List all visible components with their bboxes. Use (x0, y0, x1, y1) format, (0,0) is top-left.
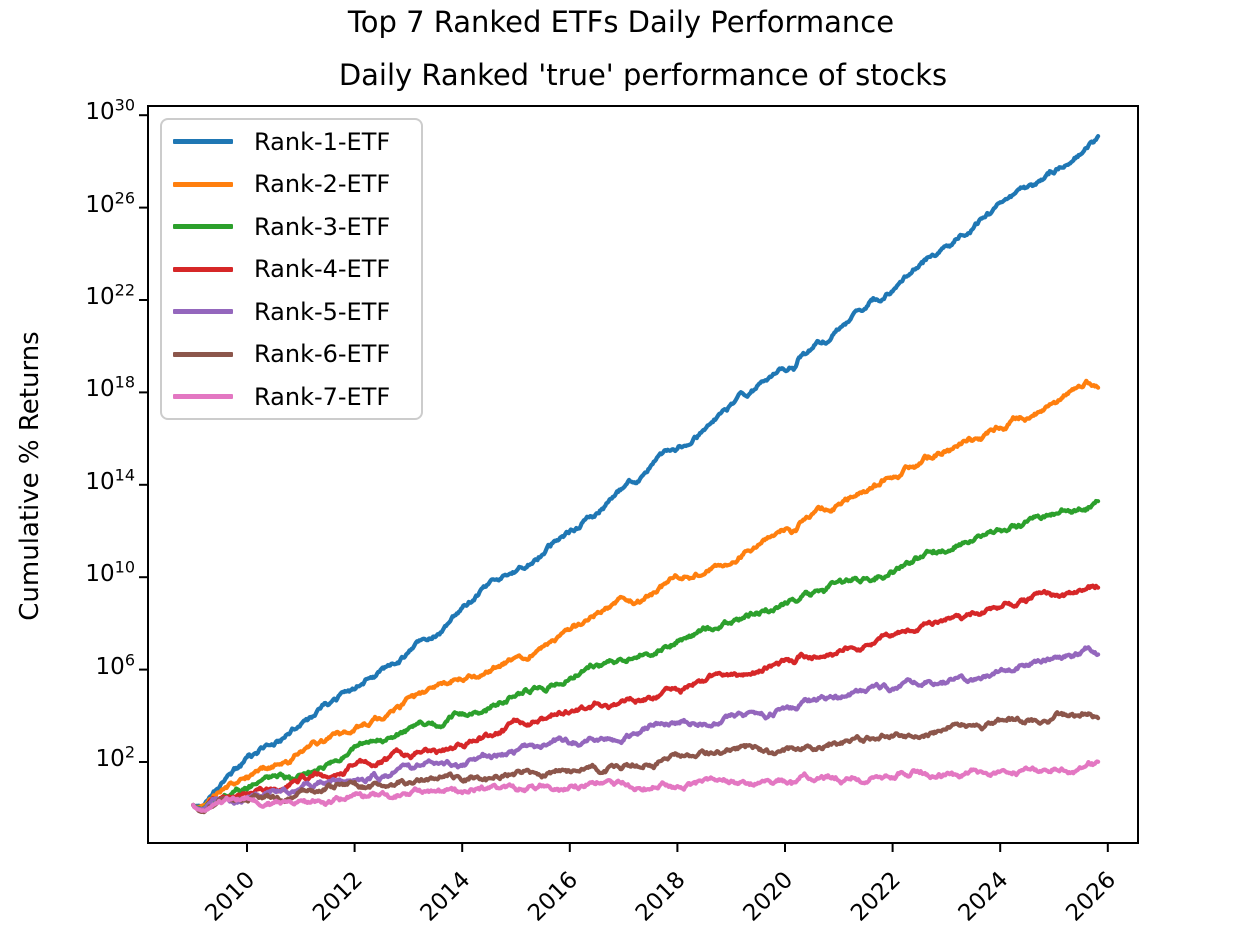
series-line-rank-3-etf (191, 498, 1101, 812)
series-line-rank-1-etf (191, 134, 1101, 809)
x-tick-label: 2020 (738, 867, 798, 927)
x-tick-label: 2024 (954, 867, 1014, 927)
series-line-rank-6-etf (191, 710, 1101, 815)
legend-label: Rank-7-ETF (254, 382, 391, 411)
series-line-rank-4-etf (191, 583, 1101, 814)
y-tick-label: 102 (95, 742, 135, 772)
series-line-rank-7-etf (191, 759, 1101, 813)
x-tick-label: 2018 (631, 867, 691, 927)
legend-line-swatch (173, 266, 233, 272)
axes-title: Daily Ranked 'true' performance of stock… (338, 58, 948, 92)
y-tick-label: 1010 (85, 557, 135, 588)
legend-item: Rank-7-ETF (162, 376, 421, 418)
legend-line-swatch (173, 224, 233, 229)
figure-title: Top 7 Ranked ETFs Daily Performance (347, 5, 895, 39)
legend-label: Rank-5-ETF (254, 297, 391, 326)
x-tick-label: 2010 (200, 867, 260, 927)
legend-line-swatch (173, 309, 233, 314)
y-tick-label: 1018 (85, 372, 135, 403)
legend-item: Rank-5-ETF (162, 291, 421, 333)
series-line-rank-5-etf (191, 645, 1101, 812)
legend-label: Rank-3-ETF (254, 212, 391, 241)
legend-line-swatch (173, 351, 233, 357)
series-line-rank-2-etf (191, 378, 1101, 810)
legend-line-swatch (173, 181, 233, 187)
y-tick-label: 1022 (85, 280, 135, 310)
legend-item: Rank-3-ETF (162, 206, 421, 248)
x-tick-label: 2012 (308, 867, 368, 927)
legend-item: Rank-1-ETF (162, 121, 421, 163)
y-tick-label: 106 (95, 649, 135, 680)
legend-label: Rank-1-ETF (254, 127, 391, 156)
x-tick-label: 2016 (523, 867, 583, 927)
legend-item: Rank-4-ETF (162, 248, 421, 290)
legend-line-swatch (173, 139, 233, 144)
legend-label: Rank-6-ETF (254, 340, 391, 368)
legend-label: Rank-2-ETF (254, 170, 391, 198)
legend-item: Rank-2-ETF (162, 163, 421, 205)
legend: Rank-1-ETF Rank-2-ETF Rank-3-ETF Rank-4-ETF… (160, 118, 423, 420)
y-tick-label: 1030 (85, 95, 135, 126)
legend-item: Rank-6-ETF (162, 333, 421, 375)
x-tick-label: 2026 (1061, 867, 1121, 927)
y-tick-label: 1026 (85, 187, 135, 218)
y-tick-label: 1014 (85, 465, 135, 495)
legend-line-swatch (173, 394, 233, 399)
x-tick-label: 2022 (846, 867, 906, 927)
x-tick-label: 2014 (416, 867, 476, 927)
axes-frame (147, 105, 1139, 844)
legend-label: Rank-4-ETF (254, 255, 391, 283)
